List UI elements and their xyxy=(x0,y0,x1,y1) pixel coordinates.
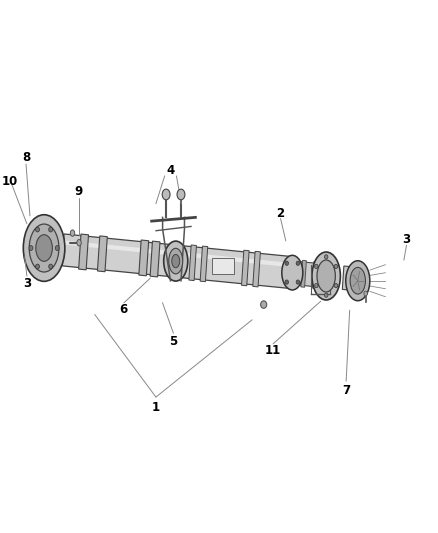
Ellipse shape xyxy=(23,215,65,281)
Ellipse shape xyxy=(169,248,183,274)
Text: 1: 1 xyxy=(152,401,160,414)
Text: 9: 9 xyxy=(74,185,83,198)
Polygon shape xyxy=(200,246,208,281)
Ellipse shape xyxy=(296,261,300,265)
Ellipse shape xyxy=(314,284,318,288)
Ellipse shape xyxy=(334,284,338,288)
Ellipse shape xyxy=(49,227,53,232)
Text: 3: 3 xyxy=(23,277,31,290)
Polygon shape xyxy=(97,236,107,272)
Polygon shape xyxy=(180,246,292,288)
Polygon shape xyxy=(62,234,173,277)
Ellipse shape xyxy=(346,261,370,301)
Polygon shape xyxy=(299,262,319,287)
Polygon shape xyxy=(79,234,88,270)
Text: 5: 5 xyxy=(169,335,177,348)
Polygon shape xyxy=(253,252,261,287)
Text: 2: 2 xyxy=(276,207,285,220)
Ellipse shape xyxy=(71,230,75,236)
Ellipse shape xyxy=(312,252,340,300)
Text: 7: 7 xyxy=(342,384,350,397)
Ellipse shape xyxy=(296,280,300,284)
Ellipse shape xyxy=(282,255,303,290)
Text: 10: 10 xyxy=(2,175,18,188)
Ellipse shape xyxy=(334,264,338,269)
Ellipse shape xyxy=(36,235,53,261)
Ellipse shape xyxy=(29,246,33,251)
Ellipse shape xyxy=(364,291,367,296)
Text: 11: 11 xyxy=(265,344,281,357)
Ellipse shape xyxy=(29,224,59,272)
Text: 3: 3 xyxy=(403,233,410,246)
Ellipse shape xyxy=(317,260,336,292)
Polygon shape xyxy=(312,261,318,288)
Polygon shape xyxy=(343,266,359,291)
Ellipse shape xyxy=(55,246,59,251)
Ellipse shape xyxy=(261,301,267,308)
Ellipse shape xyxy=(314,264,318,269)
Polygon shape xyxy=(319,254,333,298)
Ellipse shape xyxy=(164,241,188,281)
Ellipse shape xyxy=(172,254,180,268)
Ellipse shape xyxy=(350,268,365,294)
Text: 8: 8 xyxy=(22,151,30,164)
Text: 6: 6 xyxy=(119,303,127,316)
Ellipse shape xyxy=(49,264,53,269)
Polygon shape xyxy=(63,240,173,255)
Polygon shape xyxy=(241,250,249,286)
Ellipse shape xyxy=(177,189,185,200)
Ellipse shape xyxy=(325,293,328,297)
Ellipse shape xyxy=(35,264,39,269)
Ellipse shape xyxy=(162,189,170,200)
Polygon shape xyxy=(182,252,291,267)
Polygon shape xyxy=(189,245,197,280)
FancyBboxPatch shape xyxy=(212,258,234,274)
Ellipse shape xyxy=(325,255,328,259)
Polygon shape xyxy=(301,260,306,287)
Ellipse shape xyxy=(285,261,289,265)
Polygon shape xyxy=(139,240,148,276)
Ellipse shape xyxy=(285,280,289,284)
Polygon shape xyxy=(150,241,160,277)
Text: 4: 4 xyxy=(166,164,174,177)
Ellipse shape xyxy=(77,239,81,246)
Ellipse shape xyxy=(35,227,39,232)
